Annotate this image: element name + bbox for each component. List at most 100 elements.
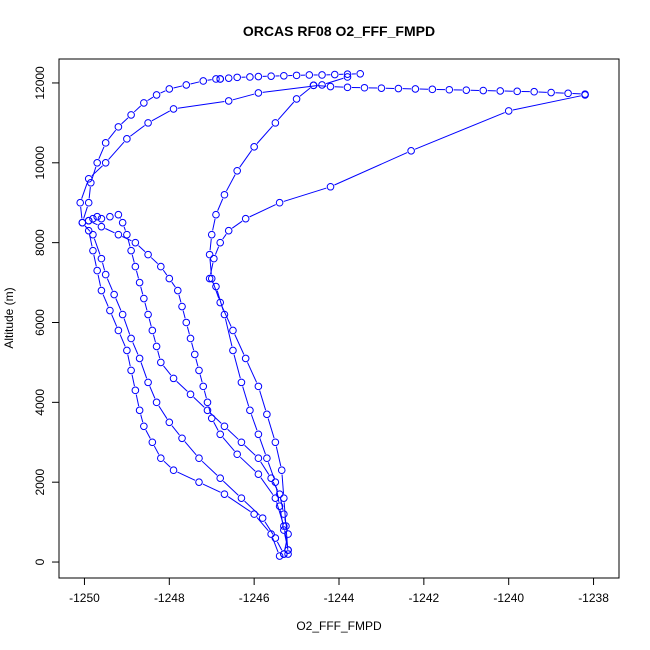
series-line-segment — [132, 342, 139, 355]
series-line-segment — [213, 421, 219, 431]
series-line-segment — [111, 314, 118, 327]
data-point — [216, 430, 225, 439]
data-point — [207, 274, 216, 283]
data-point — [254, 454, 263, 463]
series-line-segment — [84, 225, 91, 232]
x-tick-label: -1248 — [154, 591, 185, 605]
series-line-segment — [267, 418, 275, 439]
series-line-segment — [193, 396, 205, 408]
series-line-segment — [217, 198, 224, 211]
x-axis: -1250 -1248 -1246 -1244 -1242 -1240 -1238 — [69, 577, 609, 605]
series-line-segment — [207, 79, 212, 81]
series-line-segment — [171, 281, 176, 288]
x-tick-label: -1242 — [408, 591, 439, 605]
data-point — [131, 238, 140, 247]
x-tick-label: -1250 — [69, 591, 100, 605]
data-point — [411, 85, 420, 93]
series-2 — [216, 69, 365, 83]
data-point — [263, 410, 271, 419]
data-point — [275, 490, 284, 498]
data-point — [581, 90, 589, 98]
series-line-segment — [283, 187, 327, 202]
data-point — [157, 454, 165, 463]
series-line-segment — [275, 446, 282, 467]
data-point — [89, 246, 97, 255]
series-line-segment — [223, 480, 239, 496]
series-line-segment — [131, 374, 135, 387]
data-point — [292, 71, 301, 80]
data-point — [148, 326, 157, 335]
data-point — [250, 143, 258, 151]
series-line-segment — [144, 302, 148, 311]
data-point — [271, 534, 280, 542]
series-line-segment — [334, 152, 408, 186]
data-point — [87, 178, 95, 187]
series-line-segment — [275, 486, 280, 502]
data-point — [462, 86, 471, 94]
series-line-segment — [221, 306, 232, 327]
data-point — [152, 91, 161, 99]
series-line-segment — [224, 318, 233, 347]
data-point — [205, 250, 214, 259]
data-point — [212, 75, 220, 83]
data-point — [271, 438, 280, 447]
data-point — [305, 71, 314, 79]
series-line-segment — [233, 354, 241, 379]
y-tick-label: 2000 — [33, 469, 47, 496]
series-line-segment — [267, 462, 275, 479]
series-line-segment — [93, 254, 97, 267]
data-point — [216, 238, 225, 247]
data-point — [165, 418, 174, 427]
series-line-segment — [249, 204, 276, 218]
data-point — [127, 246, 135, 255]
series-line-segment — [227, 428, 239, 440]
data-point — [267, 474, 275, 482]
data-point — [84, 174, 93, 183]
data-point — [135, 354, 144, 363]
data-point — [212, 210, 220, 219]
data-point — [210, 254, 218, 263]
series-line-segment — [147, 96, 154, 102]
data-point — [114, 230, 123, 239]
data-point — [97, 254, 106, 263]
series-line-segment — [283, 502, 287, 522]
data-point — [93, 159, 101, 167]
data-point — [377, 84, 386, 92]
data-point — [343, 83, 352, 92]
series-line-segment — [163, 460, 171, 468]
series-1 — [78, 75, 284, 560]
series-line-segment — [107, 129, 117, 140]
data-point — [343, 73, 352, 81]
series-line-segment — [512, 95, 581, 111]
series-line-segment — [97, 274, 102, 287]
y-tick-label: 6000 — [33, 309, 47, 336]
data-point — [118, 310, 127, 319]
series-line-segment — [414, 112, 505, 150]
data-point — [152, 342, 161, 351]
data-point — [178, 434, 186, 443]
data-point — [233, 166, 241, 175]
data-point — [186, 334, 195, 343]
series-line-segment — [92, 222, 98, 226]
data-point — [237, 378, 246, 387]
series-line-segment — [242, 386, 250, 407]
data-point — [135, 406, 144, 415]
series-line-segment — [191, 342, 195, 351]
series-line-segment — [81, 182, 88, 199]
data-point — [165, 274, 174, 283]
data-point — [140, 99, 148, 107]
series-line-segment — [222, 437, 235, 452]
series-line-segment — [135, 394, 140, 407]
series-line-segment — [222, 233, 227, 240]
data-point — [97, 222, 106, 231]
series-line-segment — [98, 146, 105, 160]
data-point — [282, 522, 290, 530]
data-point — [254, 470, 263, 479]
data-point — [114, 326, 123, 335]
series-6 — [205, 91, 589, 554]
series-line-segment — [91, 165, 103, 177]
data-point — [220, 422, 229, 431]
data-point — [169, 466, 178, 475]
series-line-segment — [244, 444, 256, 456]
